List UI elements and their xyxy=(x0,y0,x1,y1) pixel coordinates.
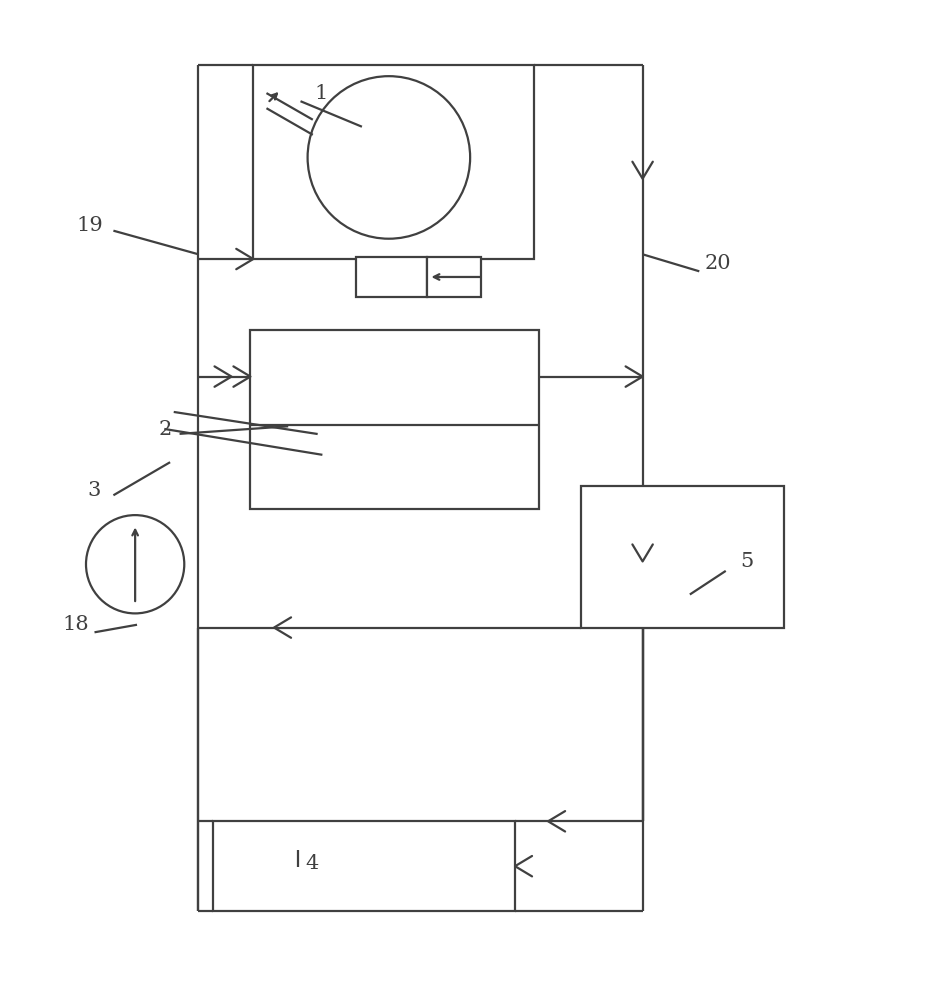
Text: 3: 3 xyxy=(88,481,101,500)
Text: 2: 2 xyxy=(159,420,172,439)
Text: 20: 20 xyxy=(704,254,731,273)
Bar xyxy=(250,330,538,509)
Bar xyxy=(355,257,426,297)
Text: 4: 4 xyxy=(305,854,318,873)
Text: 5: 5 xyxy=(739,552,752,571)
Bar xyxy=(253,65,533,259)
Bar xyxy=(426,257,480,297)
Text: 19: 19 xyxy=(76,216,103,235)
Text: 1: 1 xyxy=(314,84,328,103)
Bar xyxy=(581,486,784,628)
Text: 18: 18 xyxy=(62,615,89,634)
Bar xyxy=(212,821,514,911)
